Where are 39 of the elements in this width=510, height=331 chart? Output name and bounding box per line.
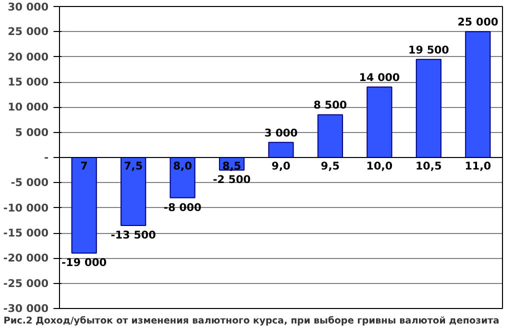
- y-tick-label: 10 000: [8, 100, 49, 114]
- y-tick-label: -10 000: [3, 201, 49, 214]
- data-label: 14 000: [359, 71, 400, 84]
- x-tick-label: 8,5: [222, 160, 242, 172]
- y-tick-label: -20 000: [3, 252, 49, 265]
- bar: [317, 114, 344, 158]
- y-tick-label: -: [44, 151, 49, 164]
- y-tick-label: 5 000: [15, 126, 49, 139]
- x-tick-label: 8,0: [173, 160, 192, 172]
- data-label: -19 000: [62, 256, 107, 270]
- text: Рис.2 Доход/убыток от изменения валютного курса, при выборе гривны валютой депозита: [4, 316, 500, 326]
- bar: [120, 157, 146, 226]
- x-tick-label: 9,0: [272, 160, 290, 172]
- data-label: 3 000: [264, 126, 298, 140]
- y-tick-label: -25 000: [3, 276, 49, 290]
- data-label: -8 000: [164, 200, 202, 214]
- data-label: -13 500: [110, 228, 156, 242]
- data-label: 8 500: [314, 98, 347, 112]
- x-tick-label: 9,5: [320, 160, 340, 172]
- data-label: -2 500: [212, 173, 251, 186]
- y-tick-label: 20 000: [8, 50, 49, 64]
- x-tick-label: 10,5: [416, 160, 442, 172]
- bar: [416, 58, 442, 158]
- x-tick-label: 10,0: [366, 160, 393, 172]
- y-tick-label: 15 000: [8, 76, 49, 88]
- data-label: 19 500: [408, 43, 450, 56]
- x-tick-label: 11,0: [464, 160, 492, 172]
- bar: [268, 142, 294, 158]
- y-tick-label: -30 000: [3, 302, 49, 315]
- x-tick-label: 7,5: [124, 160, 143, 172]
- bar: [465, 31, 491, 158]
- x-tick-label: 7: [80, 160, 88, 172]
- y-tick-label: -5 000: [10, 176, 49, 190]
- y-tick-label: 30 000: [8, 0, 49, 14]
- y-tick-label: 25 000: [8, 25, 49, 38]
- bar: [366, 86, 392, 158]
- data-label: 25 000: [457, 16, 498, 29]
- bar: [71, 157, 97, 254]
- y-tick-label: -15 000: [3, 226, 49, 240]
